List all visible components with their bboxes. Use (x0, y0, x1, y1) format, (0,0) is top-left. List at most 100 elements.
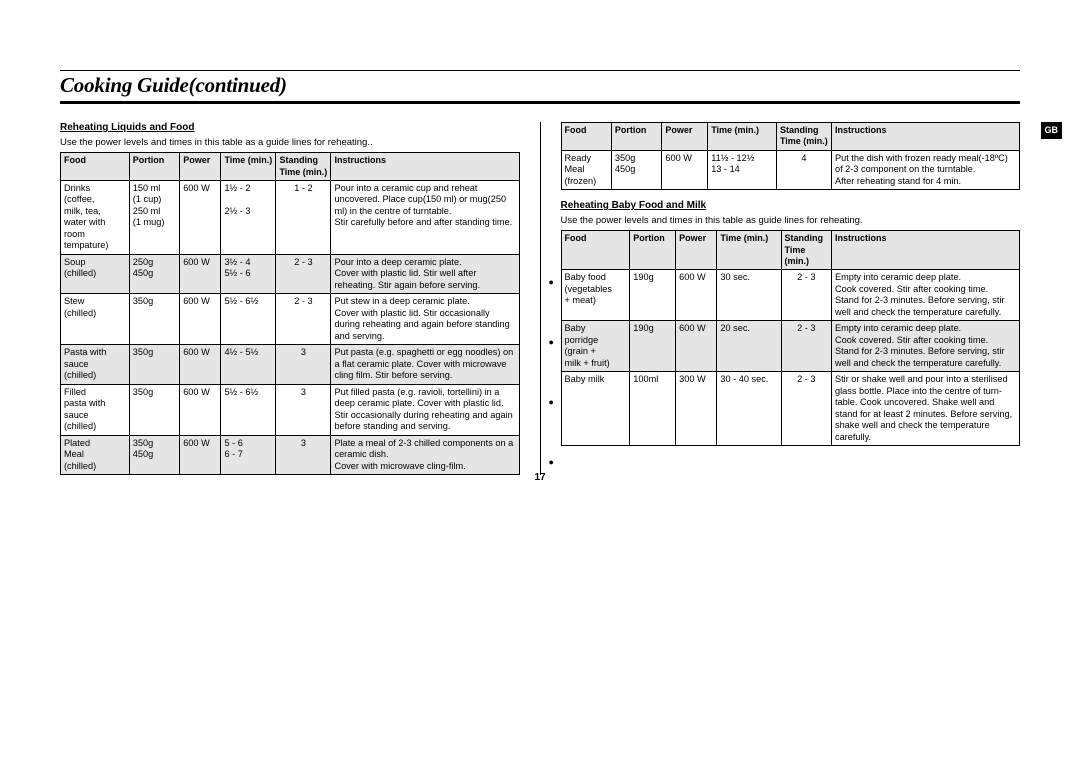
cell-instructions: Plate a meal of 2-3 chilled components o… (331, 435, 519, 475)
cell-portion: 190g (630, 270, 676, 321)
cell-power: 600 W (180, 345, 221, 385)
cell-time: 1½ - 22½ - 3 (221, 180, 276, 254)
cell-portion: 250g450g (129, 254, 179, 294)
cell-time: 3½ - 45½ - 6 (221, 254, 276, 294)
left-intro: Use the power levels and times in this t… (60, 137, 520, 149)
cell-portion: 150 ml(1 cup)250 ml(1 mug) (129, 180, 179, 254)
two-column-layout: Reheating Liquids and Food Use the power… (60, 122, 1020, 475)
reheating-liquids-table: FoodPortionPowerTime (min.)StandingTime … (60, 152, 520, 475)
cell-food: Babyporridge(grain +milk + fruit) (561, 321, 630, 372)
cell-standing: 3 (276, 384, 331, 435)
cell-instructions: Put filled pasta (e.g. ravioli, tortelli… (331, 384, 519, 435)
cell-time: 5 - 66 - 7 (221, 435, 276, 475)
cell-time: 30 sec. (717, 270, 781, 321)
cell-portion: 190g (630, 321, 676, 372)
right-heading: Reheating Baby Food and Milk (561, 200, 1021, 213)
table-row: Baby milk 100ml 300 W 30 - 40 sec. 2 - 3… (561, 372, 1020, 446)
cell-portion: 350g (129, 294, 179, 345)
th: StandingTime (min.) (781, 231, 831, 270)
table-row: Stew(chilled) 350g 600 W 5½ - 6½ 2 - 3 P… (61, 294, 520, 345)
page-title: Cooking Guide(continued) (60, 73, 287, 97)
cell-food: PlatedMeal(chilled) (61, 435, 130, 475)
cell-instructions: Put the dish with frozen ready meal(-18º… (831, 150, 1019, 190)
cell-instructions: Put stew in a deep ceramic plate.Cover w… (331, 294, 519, 345)
th: Portion (630, 231, 676, 270)
th: Instructions (831, 123, 1019, 151)
right-intro: Use the power levels and times in this t… (561, 215, 1021, 227)
th: Power (676, 231, 717, 270)
cell-standing: 3 (276, 435, 331, 475)
cell-instructions: Stir or shake well and pour into a steri… (831, 372, 1019, 446)
cell-food: Filledpasta withsauce(chilled) (61, 384, 130, 435)
gb-badge: GB (1041, 122, 1063, 139)
page-number: 17 (534, 472, 545, 483)
th: StandingTime (min.) (276, 153, 331, 181)
table-row: Pasta withsauce(chilled) 350g 600 W 4½ -… (61, 345, 520, 385)
cell-power: 600 W (180, 294, 221, 345)
cell-time: 11½ - 12½13 - 14 (708, 150, 777, 190)
cell-power: 600 W (180, 254, 221, 294)
cell-portion: 350g (129, 384, 179, 435)
baby-food-table: FoodPortionPowerTime (min.)StandingTime … (561, 230, 1021, 446)
cell-food: ReadyMeal(frozen) (561, 150, 611, 190)
th: Power (180, 153, 221, 181)
cell-standing: 2 - 3 (276, 254, 331, 294)
cell-portion: 350g (129, 345, 179, 385)
cell-power: 600 W (662, 150, 708, 190)
cell-food: Soup(chilled) (61, 254, 130, 294)
cell-portion: 100ml (630, 372, 676, 446)
cell-power: 600 W (180, 435, 221, 475)
cell-standing: 2 - 3 (781, 372, 831, 446)
cell-standing: 2 - 3 (276, 294, 331, 345)
table-row: Soup(chilled) 250g450g 600 W 3½ - 45½ - … (61, 254, 520, 294)
th: Instructions (331, 153, 519, 181)
th: Time (min.) (717, 231, 781, 270)
cell-food: Drinks(coffee,milk, tea,water withroomte… (61, 180, 130, 254)
cell-power: 600 W (180, 384, 221, 435)
ready-meal-table: FoodPortionPowerTime (min.)StandingTime … (561, 122, 1021, 190)
cell-portion: 350g450g (129, 435, 179, 475)
cell-food: Pasta withsauce(chilled) (61, 345, 130, 385)
cell-standing: 4 (776, 150, 831, 190)
cell-instructions: Empty into ceramic deep plate.Cook cover… (831, 321, 1019, 372)
left-heading: Reheating Liquids and Food (60, 122, 520, 135)
th: Portion (129, 153, 179, 181)
cell-food: Baby milk (561, 372, 630, 446)
title-row: Cooking Guide(continued) (60, 73, 1020, 104)
cell-standing: 3 (276, 345, 331, 385)
cell-power: 600 W (676, 321, 717, 372)
cell-time: 4½ - 5½ (221, 345, 276, 385)
top-rule (60, 70, 1020, 71)
cell-instructions: Empty into ceramic deep plate.Cook cover… (831, 270, 1019, 321)
cell-time: 30 - 40 sec. (717, 372, 781, 446)
cell-instructions: Put pasta (e.g. spaghetti or egg noodles… (331, 345, 519, 385)
cell-standing: 1 - 2 (276, 180, 331, 254)
th: StandingTime (min.) (776, 123, 831, 151)
th: Instructions (831, 231, 1019, 270)
table-row: Drinks(coffee,milk, tea,water withroomte… (61, 180, 520, 254)
cell-standing: 2 - 3 (781, 321, 831, 372)
cell-instructions: Pour into a ceramic cup and reheat uncov… (331, 180, 519, 254)
th: Power (662, 123, 708, 151)
page: Cooking Guide(continued) Reheating Liqui… (0, 0, 1080, 495)
cell-food: Baby food(vegetables+ meat) (561, 270, 630, 321)
cell-standing: 2 - 3 (781, 270, 831, 321)
cell-power: 300 W (676, 372, 717, 446)
cell-food: Stew(chilled) (61, 294, 130, 345)
cell-time: 5½ - 6½ (221, 384, 276, 435)
table-row: Babyporridge(grain +milk + fruit) 190g 6… (561, 321, 1020, 372)
cell-power: 600 W (676, 270, 717, 321)
left-column: Reheating Liquids and Food Use the power… (60, 122, 520, 475)
cell-time: 20 sec. (717, 321, 781, 372)
th: Food (561, 231, 630, 270)
th: Food (561, 123, 611, 151)
th: Time (min.) (708, 123, 777, 151)
cell-instructions: Pour into a deep ceramic plate.Cover wit… (331, 254, 519, 294)
right-column: GB ●●●● FoodPortionPowerTime (min.)Stand… (561, 122, 1021, 475)
table-row: Baby food(vegetables+ meat) 190g 600 W 3… (561, 270, 1020, 321)
cell-portion: 350g450g (611, 150, 661, 190)
th: Portion (611, 123, 661, 151)
th: Time (min.) (221, 153, 276, 181)
table-row: PlatedMeal(chilled) 350g450g 600 W 5 - 6… (61, 435, 520, 475)
cell-time: 5½ - 6½ (221, 294, 276, 345)
